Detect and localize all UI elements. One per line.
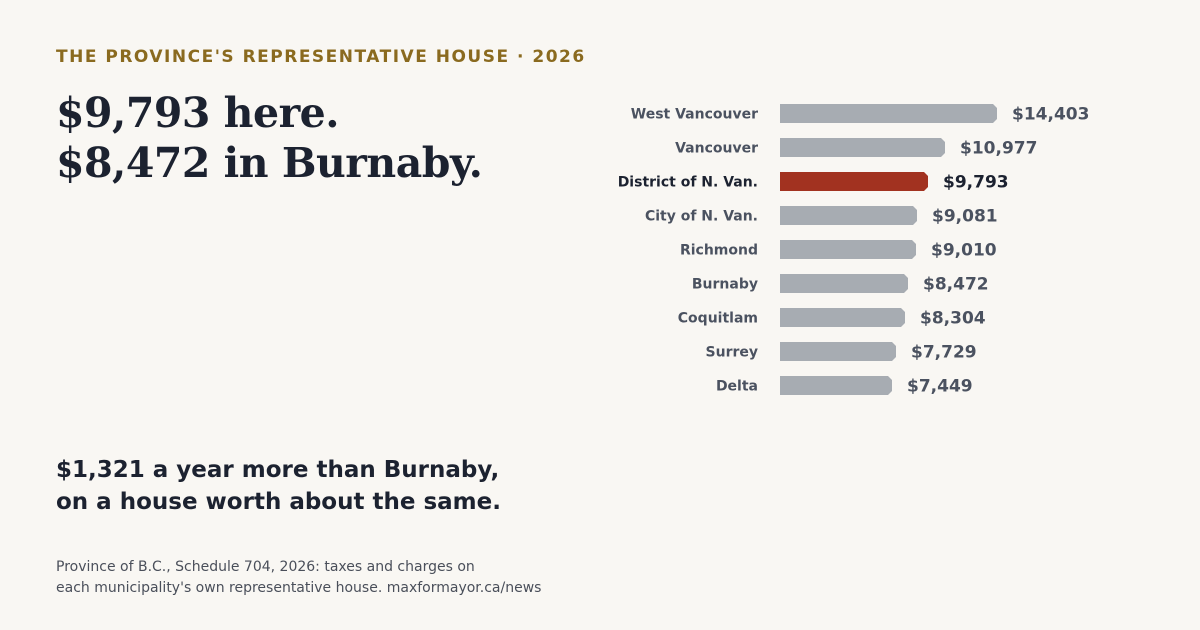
bar (780, 206, 917, 225)
headline: $9,793 here. $8,472 in Burnaby. (56, 88, 483, 188)
category-label: Burnaby (692, 277, 758, 293)
category-label: West Vancouver (631, 107, 758, 123)
value-label: $8,472 (923, 275, 989, 295)
takeaway-line-2: on a house worth about the same. (56, 489, 501, 515)
value-label: $9,081 (932, 207, 998, 227)
headline-line-1: $9,793 here. (56, 89, 340, 137)
bar (780, 104, 997, 123)
category-label: Delta (716, 379, 758, 395)
category-label: Coquitlam (678, 311, 758, 327)
eyebrow-title: THE PROVINCE'S REPRESENTATIVE HOUSE · 20… (56, 47, 586, 67)
bar (780, 308, 905, 327)
category-label: City of N. Van. (645, 209, 758, 225)
bar-row: Surrey $7,729 (706, 342, 977, 363)
bar-row: Vancouver $10,977 (675, 138, 1037, 159)
value-label: $10,977 (960, 139, 1037, 159)
value-label: $7,729 (911, 343, 977, 363)
value-label: $8,304 (920, 309, 986, 329)
bar-row: Coquitlam $8,304 (678, 308, 986, 329)
tax-bar-chart: West Vancouver $14,403 Vancouver $10,977 Dis… (618, 104, 1089, 397)
category-label: Richmond (680, 243, 758, 259)
bar (780, 240, 916, 259)
bar-row: City of N. Van. $9,081 (645, 206, 998, 227)
value-label: $7,449 (907, 377, 973, 397)
bar-row: Burnaby $8,472 (692, 274, 989, 295)
category-label: Vancouver (675, 141, 758, 157)
headline-line-2: $8,472 in Burnaby. (56, 139, 483, 187)
category-label: Surrey (706, 345, 758, 361)
bar (780, 376, 892, 395)
bar (780, 172, 928, 191)
value-label: $14,403 (1012, 105, 1089, 125)
category-label: District of N. Van. (618, 175, 758, 191)
bar (780, 274, 908, 293)
bar-row: Richmond $9,010 (680, 240, 997, 261)
source-note: Province of B.C., Schedule 704, 2026: ta… (56, 557, 541, 599)
source-line-1: Province of B.C., Schedule 704, 2026: ta… (56, 559, 475, 575)
takeaway-line-1: $1,321 a year more than Burnaby, (56, 457, 500, 483)
bar-row: West Vancouver $14,403 (631, 104, 1089, 125)
bar-row: District of N. Van. $9,793 (618, 172, 1009, 193)
value-label: $9,010 (931, 241, 997, 261)
value-label: $9,793 (943, 173, 1009, 193)
takeaway: $1,321 a year more than Burnaby, on a ho… (56, 454, 501, 518)
source-line-2: each municipality's own representative h… (56, 580, 542, 596)
bar-row: Delta $7,449 (716, 376, 973, 397)
bar (780, 138, 945, 157)
bar (780, 342, 896, 361)
